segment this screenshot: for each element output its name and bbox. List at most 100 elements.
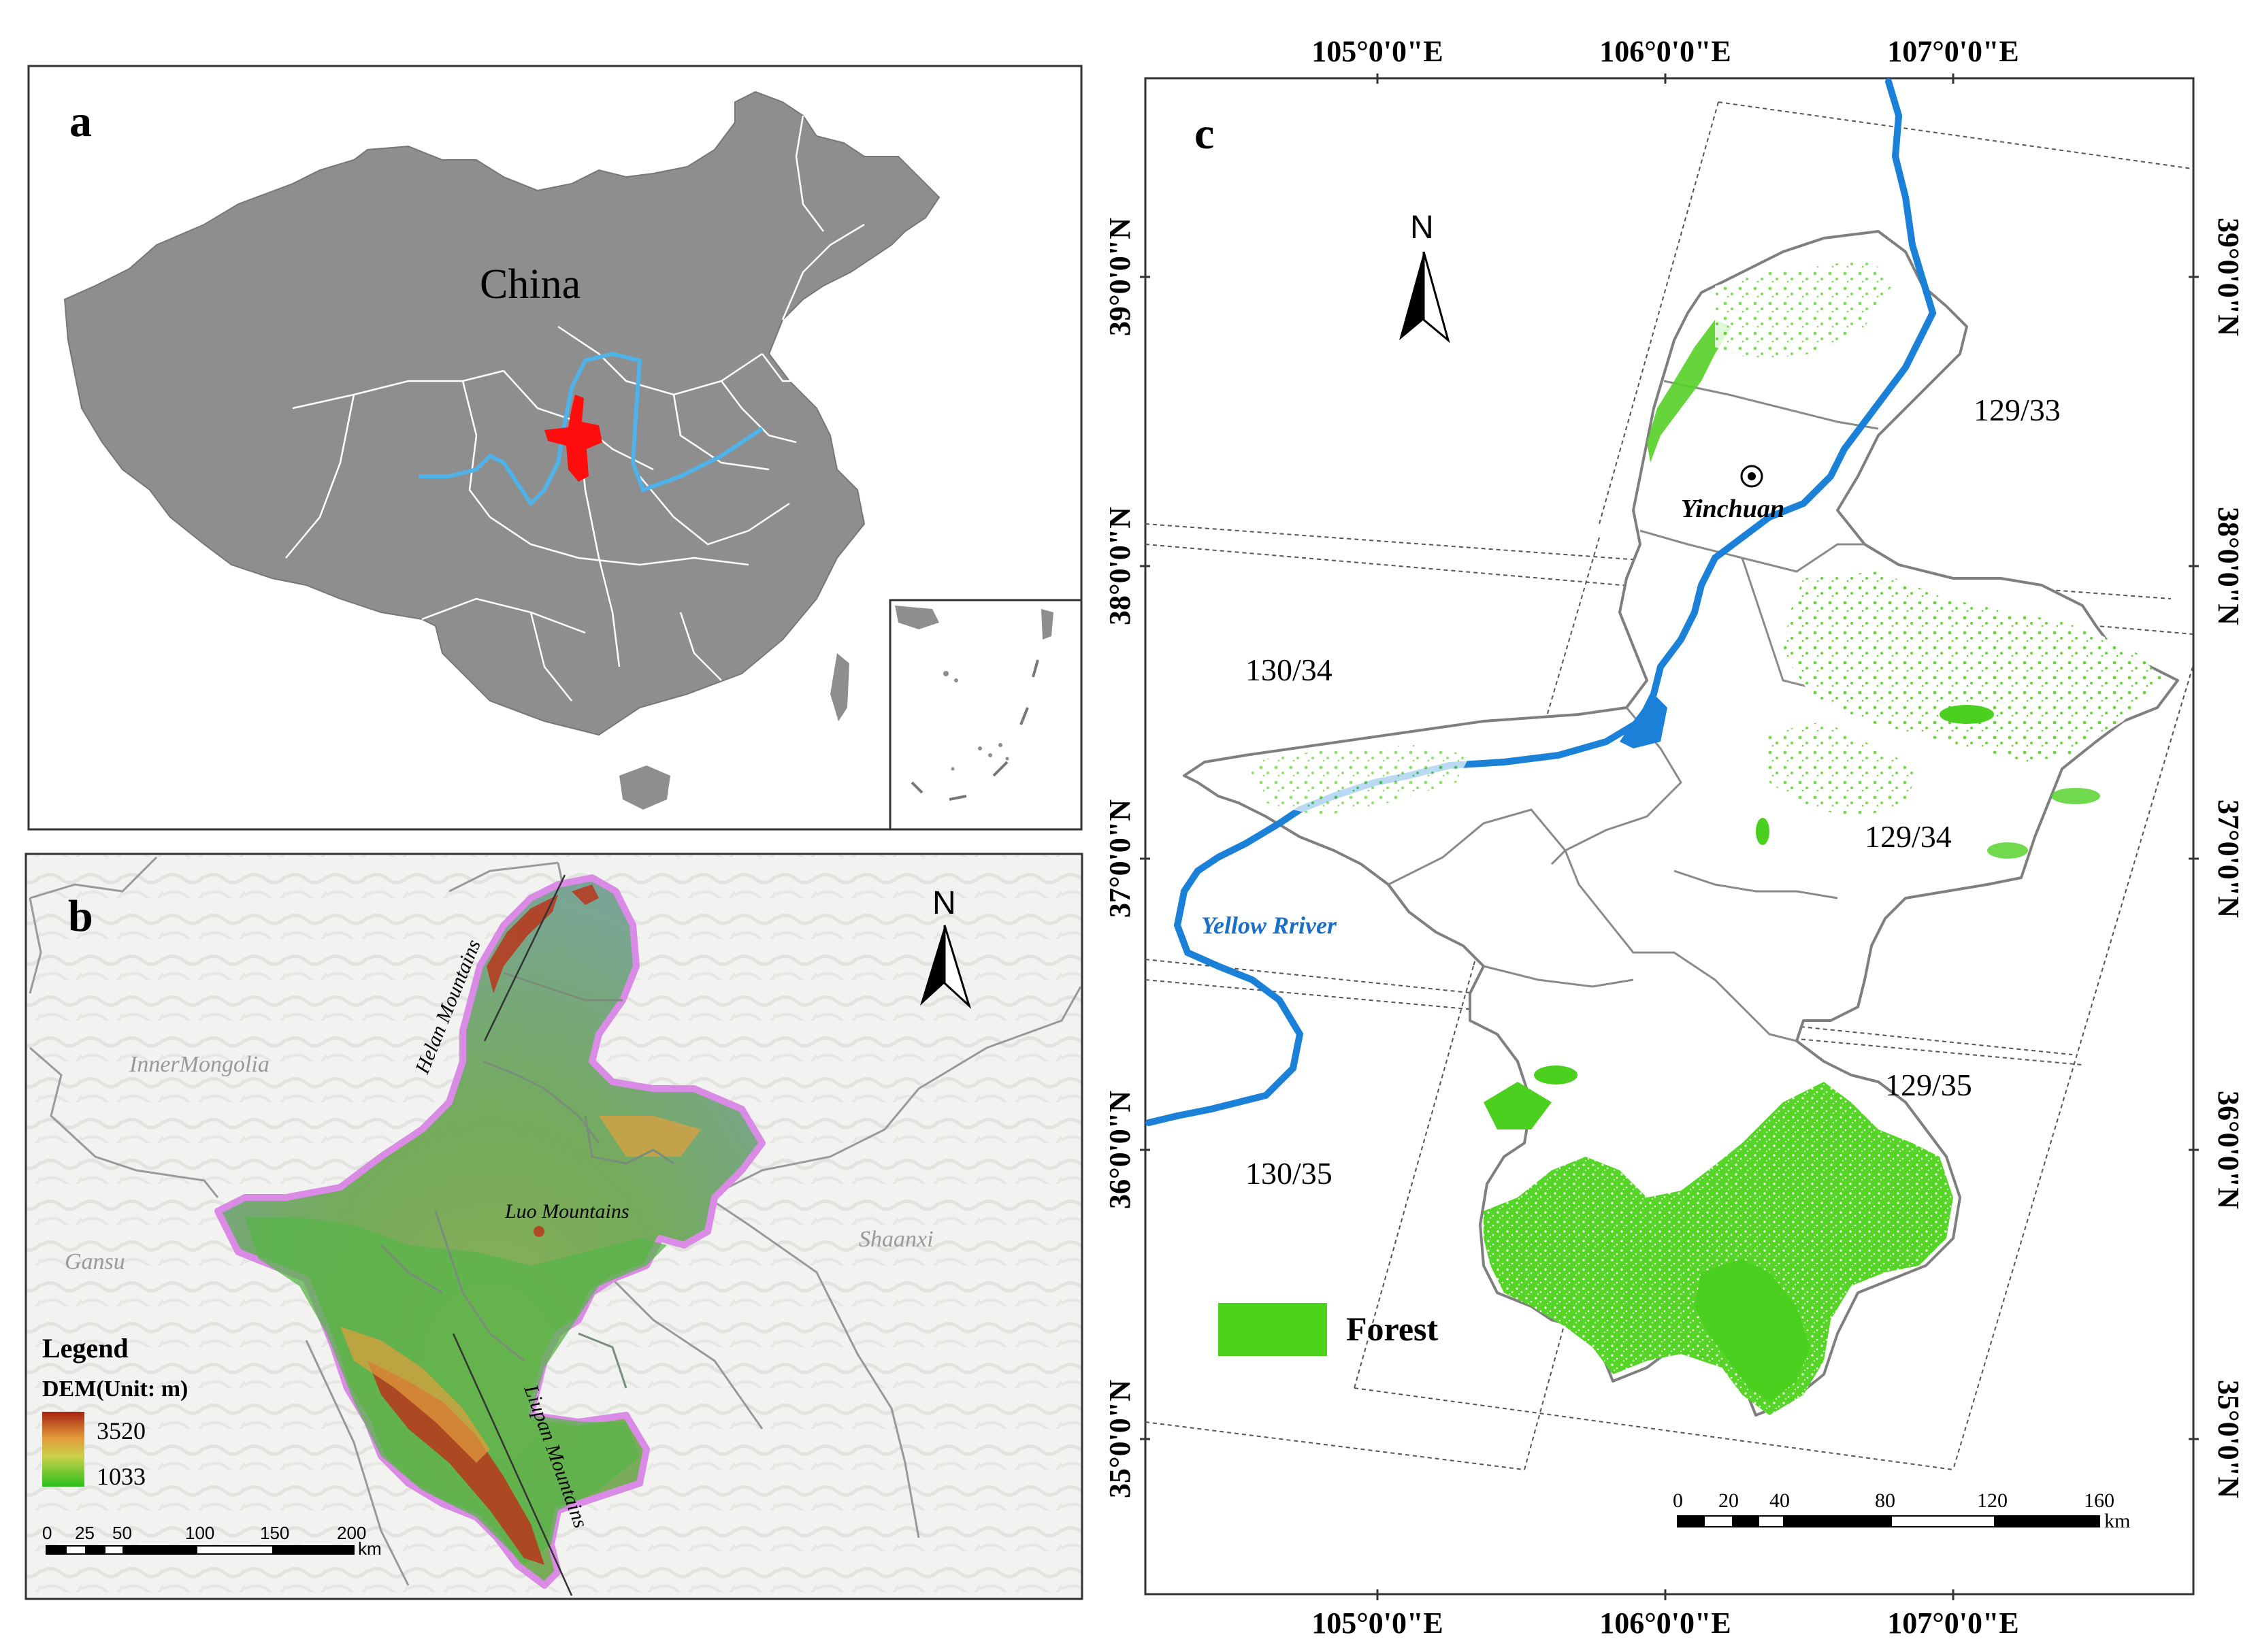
panel-b: N b InnerMongolia Gansu Shaanxi Helan Mo…	[24, 853, 1083, 1600]
forest-patch-mid2	[1940, 705, 1994, 724]
forest-helan	[1647, 320, 1732, 463]
north-label-b: N	[932, 885, 956, 921]
lat-label: 38°0'0"N	[1103, 507, 1137, 625]
lon-labels-top: 105°0'0"E 106°0'0"E 107°0'0"E	[1311, 35, 2019, 68]
ningxia-outline	[1183, 230, 2179, 1417]
forest-sparse-west	[1245, 745, 1470, 816]
yellow-river	[1145, 78, 1937, 1126]
lon-label: 105°0'0"E	[1311, 1606, 1443, 1640]
forest-patches	[1245, 259, 2164, 1415]
lon-label: 107°0'0"E	[1887, 1606, 2019, 1640]
forest-patch-mid4	[2051, 788, 2100, 804]
scale-tick: 200	[337, 1523, 366, 1543]
lat-label: 39°0'0"N	[1103, 218, 1137, 336]
forest-south-core	[1695, 1259, 1810, 1402]
panel-c-label: c	[1194, 109, 1214, 159]
lon-label: 106°0'0"E	[1599, 35, 1731, 68]
lon-label: 107°0'0"E	[1887, 35, 2019, 68]
scale-tick: 20	[1718, 1489, 1739, 1512]
scene-label: 129/35	[1885, 1068, 1972, 1102]
north-arrow-c: N	[1399, 210, 1450, 344]
dem-high-ridges	[367, 885, 599, 1565]
scale-tick: 150	[260, 1523, 289, 1543]
forest-patch-luo	[1756, 818, 1769, 845]
scale-tick: 0	[42, 1523, 52, 1543]
nine-dash-line	[911, 659, 1039, 801]
lat-label: 35°0'0"N	[1103, 1380, 1137, 1498]
inset-islands	[895, 606, 1053, 771]
inner-mongolia-label: InnerMongolia	[129, 1052, 269, 1077]
mountain-axes	[452, 874, 573, 1596]
lat-label: 37°0'0"N	[2212, 799, 2245, 918]
north-label-c: N	[1410, 210, 1434, 246]
lon-labels-bottom: 105°0'0"E 106°0'0"E 107°0'0"E	[1311, 1606, 2019, 1640]
forest-south	[1484, 1082, 1953, 1415]
yinchuan-label: Yinchuan	[1681, 495, 1784, 523]
yellow-river-overview	[419, 351, 764, 507]
forest-lower-west	[1484, 1082, 1552, 1129]
scale-tick: 40	[1769, 1489, 1790, 1512]
dem-legend: Legend DEM(Unit: m) 3520 1033	[42, 1333, 188, 1490]
scale-bar-b: 0 25 50 100 150 200 km	[42, 1523, 382, 1559]
forest-sparse-north	[1715, 259, 1892, 361]
yellow-river-label: Yellow Rriver	[1201, 912, 1337, 939]
dem-green-zone	[245, 1218, 667, 1565]
forest-sparse-mid	[1763, 721, 1919, 816]
scale-tick: 100	[185, 1523, 214, 1543]
legend-min: 1033	[97, 1463, 146, 1490]
legend-subtitle: DEM(Unit: m)	[42, 1376, 188, 1402]
scale-tick: 80	[1875, 1489, 1895, 1512]
lon-label: 106°0'0"E	[1599, 1606, 1731, 1640]
scale-ticks-c: 0 20 40 80 120 160 km	[1673, 1489, 2130, 1532]
scene-label: 129/33	[1974, 393, 2061, 427]
panel-b-label: b	[68, 891, 93, 941]
yellow-river-widening	[1620, 694, 1667, 748]
lat-label: 36°0'0"N	[2212, 1091, 2245, 1209]
scale-unit: km	[358, 1538, 382, 1559]
forest-sparse-east	[1783, 572, 2164, 762]
ningxia-region	[544, 395, 602, 482]
dem-mid-zones	[340, 1116, 701, 1463]
forest-patch-mid3	[1987, 842, 2028, 859]
taiwan-island	[830, 653, 849, 721]
lat-label: 39°0'0"N	[2212, 218, 2245, 336]
scale-unit: km	[2104, 1510, 2130, 1532]
panel-c: Yinchuan Yellow Rriver 129/33 130/34 129…	[1103, 35, 2245, 1640]
lat-label: 37°0'0"N	[1103, 799, 1137, 918]
yinchuan-marker	[1740, 465, 1763, 488]
lat-label: 36°0'0"N	[1103, 1091, 1137, 1209]
lon-label: 105°0'0"E	[1311, 35, 1443, 68]
legend-title: Legend	[42, 1333, 129, 1364]
shaanxi-label: Shaanxi	[859, 1227, 934, 1252]
china-landmass	[63, 90, 941, 736]
county-boundaries	[380, 972, 674, 1389]
scale-tick: 160	[2084, 1489, 2114, 1512]
scene-label: 130/34	[1245, 652, 1333, 687]
scale-ticks-b: 0 25 50 100 150 200 km	[42, 1523, 382, 1559]
hainan-island	[619, 765, 670, 810]
neighbour-boundaries	[29, 856, 1082, 1586]
north-arrow-b: N	[920, 885, 972, 1009]
lat-labels-left: 39°0'0"N 38°0'0"N 37°0'0"N 36°0'0"N 35°0…	[1103, 218, 1137, 1498]
luo-mountains-label: Luo Mountains	[504, 1200, 630, 1223]
forest-legend: Forest	[1218, 1303, 1438, 1356]
scene-label: 129/34	[1865, 819, 1952, 854]
forest-legend-label: Forest	[1346, 1310, 1438, 1348]
south-china-sea-inset	[889, 599, 1083, 831]
forest-legend-swatch	[1218, 1303, 1327, 1356]
panel-a-label: a	[69, 97, 92, 146]
scale-tick: 25	[75, 1523, 95, 1543]
legend-colorbar	[42, 1412, 84, 1487]
scale-tick: 120	[1977, 1489, 2008, 1512]
graticule-ticks	[1140, 73, 2199, 1600]
lat-label: 35°0'0"N	[2212, 1380, 2245, 1498]
forest-patch-center	[1534, 1065, 1577, 1085]
scale-tick: 0	[1673, 1489, 1683, 1512]
lat-labels-right: 39°0'0"N 38°0'0"N 37°0'0"N 36°0'0"N 35°0…	[2212, 218, 2245, 1498]
panel-a: a China	[27, 65, 1083, 831]
china-label: China	[480, 261, 581, 308]
gansu-label: Gansu	[65, 1249, 125, 1274]
legend-max: 3520	[97, 1417, 146, 1444]
scene-label: 130/35	[1245, 1156, 1333, 1191]
